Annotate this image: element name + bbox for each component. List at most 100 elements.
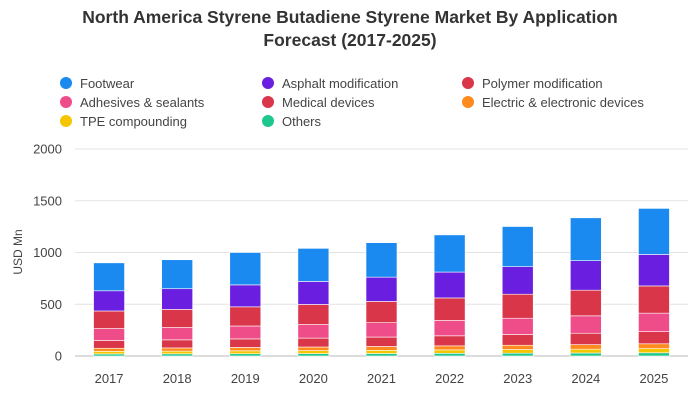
bar-segment[interactable] — [638, 208, 670, 255]
legend-item-medical-devices[interactable]: Medical devices — [262, 93, 375, 111]
bar-segment[interactable] — [297, 346, 330, 351]
bar-segment[interactable] — [433, 335, 466, 347]
legend-item-asphalt-modification[interactable]: Asphalt modification — [262, 74, 398, 92]
bar-segment[interactable] — [570, 344, 602, 350]
bar-segment[interactable] — [570, 352, 602, 357]
bar-segment[interactable] — [433, 297, 466, 321]
bar-segment[interactable] — [93, 340, 125, 349]
bar-segment[interactable] — [365, 242, 398, 278]
legend-item-tpe-compounding[interactable]: TPE compounding — [60, 112, 187, 130]
bar-segment[interactable] — [297, 281, 330, 305]
bar-segment[interactable] — [229, 306, 262, 327]
bar-segment[interactable] — [161, 350, 193, 355]
legend-swatch — [462, 96, 474, 108]
bar-segment[interactable] — [638, 348, 670, 354]
bar-segment[interactable] — [93, 353, 125, 357]
legend-label: Asphalt modification — [282, 75, 399, 91]
legend-item-footwear[interactable]: Footwear — [60, 74, 134, 92]
bar-segment[interactable] — [433, 349, 466, 354]
bar-segment[interactable] — [570, 260, 602, 291]
legend-swatch — [262, 77, 274, 89]
bar-segment[interactable] — [570, 315, 602, 334]
bar-segment[interactable] — [93, 347, 125, 352]
x-tick-label: 2018 — [163, 371, 192, 386]
bar-segment[interactable] — [501, 334, 534, 346]
bar-segment[interactable] — [297, 304, 330, 325]
bar-segment[interactable] — [93, 351, 125, 355]
bar-segment[interactable] — [501, 317, 534, 335]
legend-label: Others — [282, 113, 322, 129]
bar-segment[interactable] — [229, 252, 262, 286]
bar-segment[interactable] — [570, 348, 602, 354]
bar-segment[interactable] — [638, 331, 670, 345]
bar-segment[interactable] — [433, 353, 466, 357]
y-tick-label: 1500 — [33, 193, 62, 208]
bar-segment[interactable] — [433, 320, 466, 337]
x-tick-label: 2022 — [435, 371, 464, 386]
bar-segment[interactable] — [297, 324, 330, 339]
bar-segment[interactable] — [638, 312, 670, 332]
bar-segment[interactable] — [365, 346, 398, 351]
bar-segment[interactable] — [365, 350, 398, 354]
x-tick-label: 2019 — [231, 371, 260, 386]
bar-segment[interactable] — [93, 290, 125, 312]
bar-segment[interactable] — [570, 289, 602, 317]
bar-segment[interactable] — [161, 288, 193, 310]
bar-segment[interactable] — [433, 234, 466, 273]
legend-swatch — [462, 77, 474, 89]
bar-segment[interactable] — [161, 353, 193, 357]
bar-segment[interactable] — [229, 338, 262, 348]
legend-label: Polymer modification — [482, 75, 603, 91]
bar-segment[interactable] — [638, 343, 670, 349]
bars — [93, 208, 670, 357]
legend-item-polymer-modification[interactable]: Polymer modification — [462, 74, 603, 92]
legend-label: Footwear — [80, 75, 135, 91]
bar-segment[interactable] — [297, 350, 330, 354]
bar-segment[interactable] — [433, 345, 466, 351]
legend-item-electric-electronic-devices[interactable]: Electric & electronic devices — [462, 93, 644, 111]
bar-segment[interactable] — [161, 309, 193, 328]
bar-segment[interactable] — [365, 301, 398, 323]
bar-segment[interactable] — [501, 349, 534, 354]
chart-title: North America Styrene Butadiene Styrene … — [0, 6, 700, 52]
bar-segment[interactable] — [501, 344, 534, 350]
bar-segment[interactable] — [93, 310, 125, 329]
bar-segment[interactable] — [297, 248, 330, 282]
bar-segment[interactable] — [501, 266, 534, 295]
bar-segment[interactable] — [229, 350, 262, 355]
bar-segment[interactable] — [297, 337, 330, 348]
bar-segment[interactable] — [638, 285, 670, 314]
bar-segment[interactable] — [501, 226, 534, 267]
y-axis-label: USD Mn — [11, 229, 25, 274]
bar-segment[interactable] — [570, 217, 602, 261]
bar-segment[interactable] — [93, 328, 125, 341]
bar-segment[interactable] — [365, 353, 398, 357]
bar-segment[interactable] — [229, 325, 262, 340]
bar-segment[interactable] — [229, 347, 262, 352]
bar-segment[interactable] — [297, 353, 330, 357]
bar-segment[interactable] — [365, 322, 398, 338]
legend-swatch — [60, 77, 72, 89]
x-tick-label: 2021 — [367, 371, 396, 386]
bar-segment[interactable] — [161, 259, 193, 290]
x-tick-label: 2025 — [639, 371, 668, 386]
bar-segment[interactable] — [229, 284, 262, 308]
bar-segment[interactable] — [93, 262, 125, 292]
bar-segment[interactable] — [161, 347, 193, 352]
bar-segment[interactable] — [570, 332, 602, 345]
x-axis-ticks: 2017 2018 2019 2020 2021 2022 2023 2024 2025 — [95, 371, 669, 386]
bar-segment[interactable] — [433, 271, 466, 299]
bar-segment[interactable] — [161, 339, 193, 349]
bar-segment[interactable] — [638, 254, 670, 287]
bar-segment[interactable] — [501, 293, 534, 319]
bar-segment[interactable] — [501, 352, 534, 357]
bar-segment[interactable] — [365, 276, 398, 302]
bar-segment[interactable] — [161, 327, 193, 341]
y-tick-label: 0 — [55, 349, 62, 364]
legend-item-others[interactable]: Others — [262, 112, 321, 130]
legend-item-adhesives-sealants[interactable]: Adhesives & sealants — [60, 93, 204, 111]
bar-segment[interactable] — [229, 353, 262, 357]
bar-segment[interactable] — [638, 352, 670, 357]
bar-segment[interactable] — [365, 336, 398, 347]
